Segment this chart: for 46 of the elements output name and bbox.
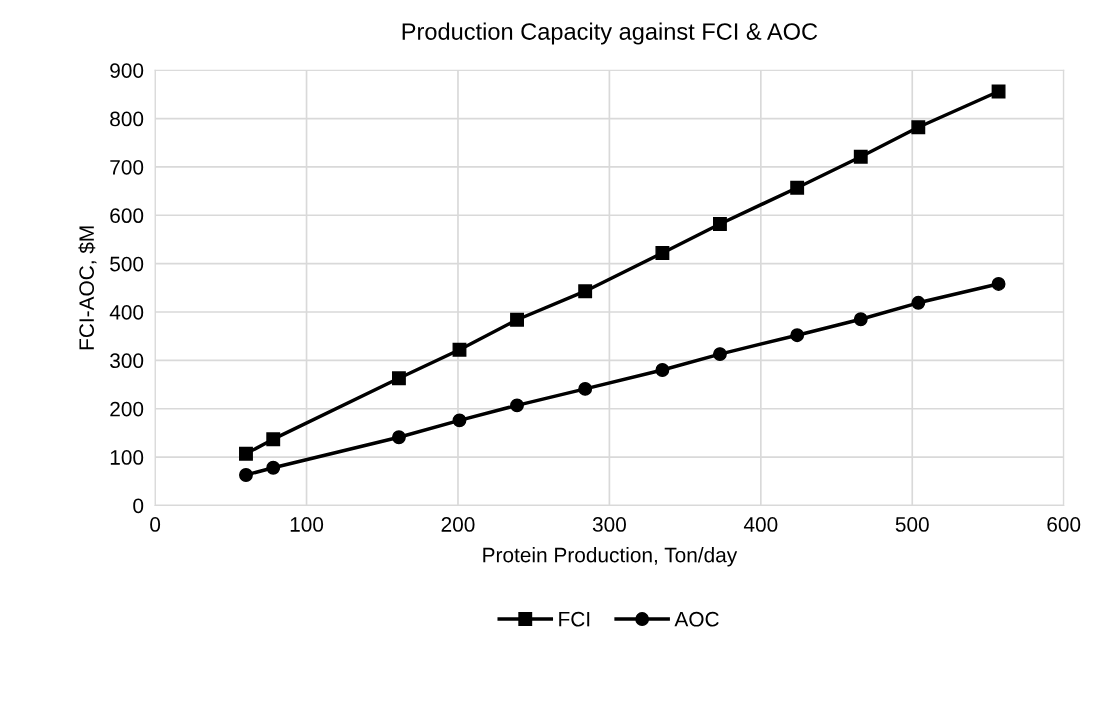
point xyxy=(712,347,727,362)
point xyxy=(452,413,467,428)
y-tick-label: 500 xyxy=(110,256,144,272)
point xyxy=(655,246,670,260)
point xyxy=(790,328,805,343)
point xyxy=(239,468,253,482)
legend-label: AOC xyxy=(674,611,719,627)
point xyxy=(510,312,524,327)
point xyxy=(853,312,868,327)
chart-title: Production Capacity against FCI & AOC xyxy=(402,22,818,45)
y-tick-label: 400 xyxy=(109,305,144,320)
x-tick-label: 300 xyxy=(592,517,626,532)
point xyxy=(911,295,926,310)
y-tick-label: 600 xyxy=(110,208,144,224)
point xyxy=(853,149,868,164)
point xyxy=(239,446,253,461)
point xyxy=(266,432,281,447)
point xyxy=(911,120,926,135)
y-tick-label: 900 xyxy=(110,63,144,78)
y-tick-label: 200 xyxy=(110,401,144,417)
point xyxy=(655,363,670,377)
y-tick-label: 0 xyxy=(133,498,144,514)
x-tick-label: 600 xyxy=(1047,517,1081,532)
x-tick-label: 200 xyxy=(441,517,475,532)
point xyxy=(510,398,524,413)
y-axis-title: FCI-AOC, $M xyxy=(78,226,97,350)
point xyxy=(266,460,281,475)
y-tick-label: 300 xyxy=(110,353,144,369)
y-tick-label: 100 xyxy=(110,450,144,465)
x-tick-label: 400 xyxy=(743,517,778,532)
point xyxy=(391,430,406,445)
point xyxy=(991,277,1006,291)
point xyxy=(712,217,727,231)
y-tick-label: 800 xyxy=(110,111,144,127)
x-tick-label: 100 xyxy=(290,517,324,532)
x-tick-label: 0 xyxy=(150,517,161,532)
x-tick-label: 500 xyxy=(895,517,929,532)
x-axis-title: Protein Production, Ton/day xyxy=(483,547,738,567)
point xyxy=(391,371,406,386)
point xyxy=(578,381,593,396)
y-tick-label: 700 xyxy=(110,159,144,175)
point xyxy=(991,84,1006,99)
point xyxy=(578,284,593,299)
point xyxy=(790,180,805,195)
legend-label: FCI xyxy=(559,611,590,627)
point xyxy=(452,342,467,357)
